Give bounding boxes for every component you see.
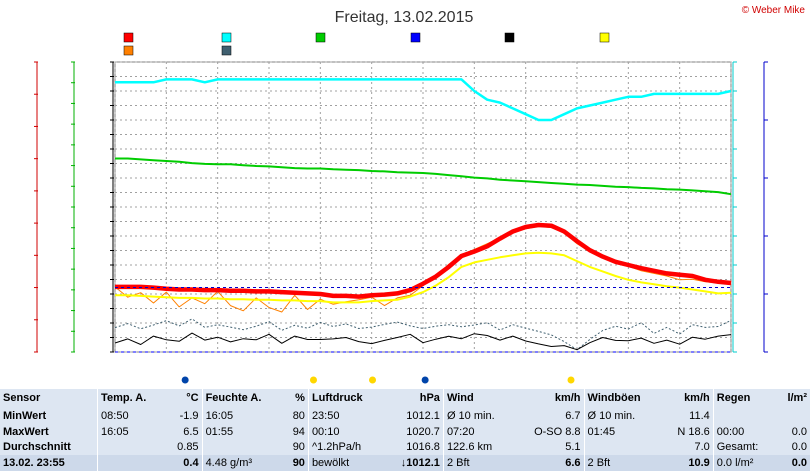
cell: 07:20	[442, 423, 515, 440]
cell: 16:05	[201, 407, 284, 424]
col-humidity: Feuchte A.	[201, 389, 284, 408]
cell: 0.0	[791, 441, 807, 454]
col-gusts: Windböen	[583, 389, 663, 408]
cell: 5.1	[565, 441, 581, 454]
cell: 10.9	[662, 455, 714, 471]
marker-low-icon	[181, 376, 189, 384]
cell	[97, 439, 166, 456]
legend-swatch	[315, 32, 326, 43]
cell: 23:50	[307, 407, 384, 424]
cell	[776, 408, 810, 424]
cell: -1.9	[179, 409, 199, 422]
legend	[123, 32, 610, 56]
cell	[201, 439, 284, 456]
series-line-wind	[114, 332, 732, 351]
cell: N 18.6	[677, 425, 710, 438]
cell: 0.4	[165, 455, 203, 471]
marker-sun-icon	[309, 376, 317, 384]
cell: 80	[292, 409, 305, 422]
stats-row-max: MaxWert 16:05 6.5 01:55 94 00:10 1020.7 …	[0, 423, 810, 440]
cell: 1012.1	[406, 409, 440, 422]
row-label: Durchschnitt	[3, 441, 71, 454]
cell: 90	[292, 441, 305, 454]
col-rain: Regen	[712, 389, 777, 408]
cell: 2 Bft	[583, 455, 663, 471]
cell: 0.85	[177, 441, 199, 454]
cell: 00:10	[307, 423, 384, 440]
col-temp: Temp. A.	[97, 389, 166, 408]
series-line-windb-en	[114, 318, 732, 351]
cell: 01:55	[201, 423, 284, 440]
stats-table: Sensor Temp. A. °C Feuchte A. % Luftdruc…	[0, 389, 810, 471]
cell: 0.0	[791, 425, 807, 438]
axes	[34, 61, 768, 353]
cell: 0.0	[776, 455, 810, 471]
col-wind-unit: km/h	[554, 392, 581, 405]
cell	[97, 455, 166, 471]
col-pressure-unit: hPa	[419, 392, 440, 405]
cell: Ø 10 min.	[583, 407, 663, 424]
row-label: 13.02. 23:55	[0, 455, 98, 471]
cell: 08:50	[97, 407, 166, 424]
cell: 6.7	[565, 409, 581, 422]
cell: ^1.2hPa/h	[307, 439, 384, 456]
col-wind: Wind	[442, 389, 515, 408]
cell: 7.0	[694, 441, 710, 454]
series-line-luftdruck	[115, 157, 732, 196]
cell: 16:05	[97, 423, 166, 440]
cell: 1016.8	[406, 441, 440, 454]
stats-header-row: Sensor Temp. A. °C Feuchte A. % Luftdruc…	[0, 389, 810, 408]
cell: 6.5	[183, 425, 199, 438]
row-label: MaxWert	[3, 425, 49, 438]
legend-swatch	[599, 32, 610, 43]
cell: 94	[292, 425, 305, 438]
stats-row-min: MinWert 08:50 -1.9 16:05 80 23:50 1012.1…	[0, 407, 810, 424]
cell: Gesamt:	[712, 439, 777, 456]
col-temp-unit: °C	[186, 392, 199, 405]
stats-row-current: 13.02. 23:55 0.4 4.48 g/m³ 90 bewölkt ↓1…	[0, 455, 810, 471]
col-rain-unit: l/m²	[787, 392, 807, 405]
legend-swatch	[123, 45, 134, 56]
cell: bewölkt	[307, 455, 384, 471]
cell: 11.4	[689, 409, 710, 422]
legend-swatch	[221, 45, 232, 56]
stats-row-avg: Durchschnitt 0.85 90 ^1.2hPa/h 1016.8 12…	[0, 439, 810, 456]
marker-sun-icon	[567, 376, 575, 384]
col-humidity-unit: %	[295, 392, 305, 405]
credit-text: © Weber Mike	[742, 5, 806, 16]
cell: 1020.7	[406, 425, 440, 438]
marker-high-icon	[421, 376, 429, 384]
legend-swatch	[504, 32, 515, 43]
row-label: MinWert	[3, 409, 47, 422]
cell: Ø 10 min.	[442, 407, 515, 424]
chart-title: Freitag, 13.02.2015	[335, 9, 474, 26]
plot-area	[114, 61, 732, 353]
cell	[712, 407, 777, 424]
series-line-feuchte-a	[115, 78, 732, 122]
weather-chart: Freitag, 13.02.2015 © Weber Mike	[34, 5, 806, 384]
cell: 4.48 g/m³	[201, 455, 284, 471]
series-line-taupunkt	[115, 251, 732, 304]
col-pressure: Luftdruck	[307, 389, 384, 408]
cell: 0.0 l/m²	[712, 455, 777, 471]
cell	[583, 439, 663, 456]
cell: O-SO 8.8	[534, 425, 581, 438]
cell: 90	[283, 455, 309, 471]
cell: 01:45	[583, 423, 663, 440]
series-line-temp-a	[115, 222, 732, 299]
legend-swatch	[410, 32, 421, 43]
cell: 6.6	[514, 455, 585, 471]
cell: 2 Bft	[442, 455, 515, 471]
time-markers	[181, 376, 575, 384]
cell: 00:00	[712, 423, 777, 440]
cell: ↓1012.1	[383, 455, 444, 471]
legend-swatch	[221, 32, 232, 43]
col-sensor: Sensor	[3, 392, 41, 405]
col-gusts-unit: km/h	[684, 392, 710, 405]
marker-moon-icon	[369, 376, 377, 384]
cell: 122.6 km	[442, 439, 515, 456]
legend-swatch	[123, 32, 134, 43]
